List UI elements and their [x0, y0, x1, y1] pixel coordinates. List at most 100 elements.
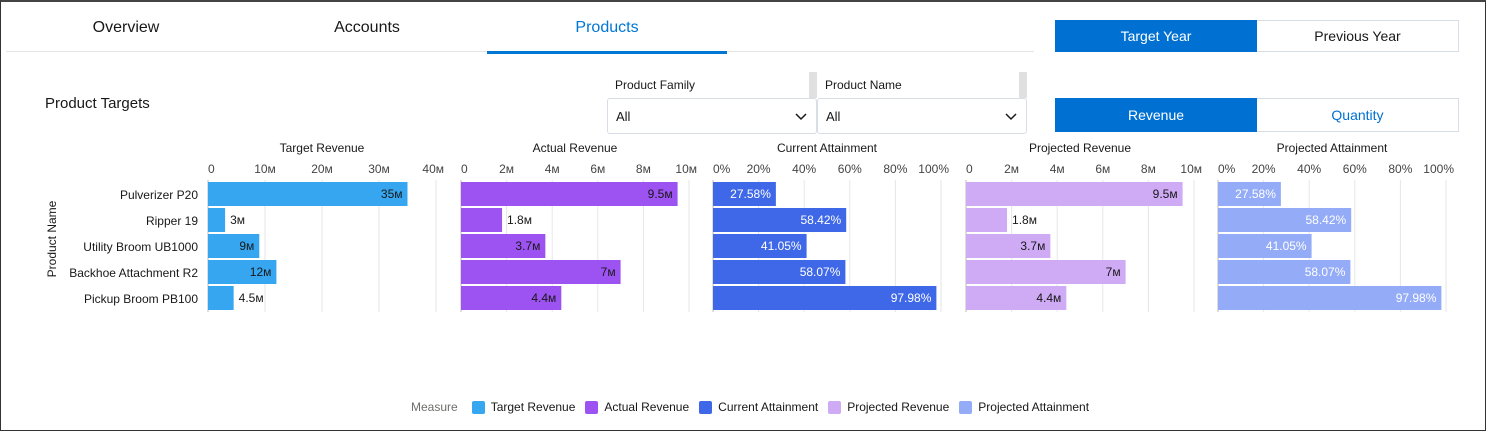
bar — [966, 260, 1126, 284]
panel-title: Projected Revenue — [1029, 141, 1131, 155]
x-tick-label: 10м — [1180, 162, 1202, 176]
data-label: 41.05% — [1266, 239, 1307, 253]
x-tick-label: 4м — [1050, 162, 1065, 176]
legend-title: Measure — [411, 400, 458, 414]
revenue-button[interactable]: Revenue — [1055, 98, 1257, 132]
legend-label: Target Revenue — [490, 400, 576, 414]
target-year-button[interactable]: Target Year — [1055, 20, 1257, 52]
bar — [713, 234, 807, 258]
x-tick-label: 80% — [883, 162, 907, 176]
data-label: 9м — [239, 239, 254, 253]
bar — [966, 208, 1008, 232]
x-tick-label: 0 — [208, 162, 215, 176]
legend-item-target-revenue[interactable]: Target Revenue — [471, 400, 576, 414]
chart-area: Product Name Pulverizer P20 Ripper 19 Utili… — [45, 141, 1454, 312]
data-label: 58.07% — [800, 265, 841, 279]
data-label: 4.4м — [1036, 291, 1061, 305]
legend-swatch — [699, 400, 713, 414]
bar — [461, 260, 621, 284]
category-label: Pulverizer P20 — [120, 188, 198, 202]
panel-title: Current Attainment — [777, 141, 878, 155]
x-tick-label: 80% — [1388, 162, 1412, 176]
category-label: Pickup Broom PB100 — [84, 292, 198, 306]
legend-item-projected-revenue[interactable]: Projected Revenue — [828, 400, 949, 414]
x-tick-label: 40м — [422, 162, 444, 176]
product-name-select[interactable]: All — [817, 98, 1027, 134]
bar — [208, 208, 226, 232]
legend-item-actual-revenue[interactable]: Actual Revenue — [585, 400, 689, 414]
x-tick-label: 10м — [675, 162, 697, 176]
tab-products-label: Products — [575, 19, 639, 36]
bar — [1218, 260, 1351, 284]
x-tick-label: 40% — [1297, 162, 1321, 176]
product-family-label: Product Family — [607, 72, 817, 98]
x-tick-label: 0 — [461, 162, 468, 176]
bar — [1218, 208, 1352, 232]
x-tick-label: 20% — [747, 162, 771, 176]
x-tick-label: 8м — [636, 162, 651, 176]
active-tab-indicator — [487, 51, 727, 54]
panel-title: Actual Revenue — [533, 141, 618, 155]
x-tick-label: 0 — [966, 162, 973, 176]
x-tick-label: 100% — [1423, 162, 1454, 176]
product-family-select[interactable]: All — [607, 98, 817, 134]
data-label: 12м — [250, 265, 272, 279]
bar — [966, 286, 1067, 310]
bar — [461, 182, 678, 206]
x-tick-label: 8м — [1141, 162, 1156, 176]
bar — [966, 234, 1051, 258]
resize-grip[interactable] — [809, 72, 817, 98]
tab-accounts[interactable]: Accounts — [247, 4, 487, 52]
quantity-button[interactable]: Quantity — [1257, 98, 1459, 132]
bar — [461, 286, 562, 310]
panel-title: Target Revenue — [280, 141, 365, 155]
bar — [208, 286, 234, 310]
x-tick-label: 30м — [368, 162, 390, 176]
legend-label: Projected Attainment — [978, 400, 1090, 414]
y-axis-title: Product Name — [45, 200, 59, 277]
category-label: Ripper 19 — [146, 214, 198, 228]
legend-item-current-attainment[interactable]: Current Attainment — [699, 400, 818, 414]
panel-title: Projected Attainment — [1277, 141, 1388, 155]
bar — [713, 208, 847, 232]
data-label: 7м — [1106, 265, 1121, 279]
data-label: 7м — [601, 265, 616, 279]
category-label: Utility Broom UB1000 — [83, 240, 198, 254]
bar — [713, 182, 776, 206]
data-label: 41.05% — [761, 239, 802, 253]
chevron-down-icon — [795, 113, 807, 121]
product-family-filter: Product Family All — [607, 72, 817, 134]
x-tick-label: 20% — [1252, 162, 1276, 176]
data-label: 27.58% — [1235, 187, 1276, 201]
x-tick-label: 60% — [1343, 162, 1367, 176]
resize-grip[interactable] — [1019, 72, 1027, 98]
x-tick-label: 10м — [254, 162, 276, 176]
data-label: 97.98% — [1396, 291, 1437, 305]
measure-toggle: Revenue Quantity — [1055, 98, 1459, 132]
bar — [208, 234, 260, 258]
data-label: 4.5м — [239, 291, 264, 305]
tab-products[interactable]: Products — [487, 4, 727, 54]
data-label: 4.4м — [531, 291, 556, 305]
legend-label: Current Attainment — [718, 400, 819, 414]
product-name-value: All — [826, 108, 841, 124]
legend-item-projected-attainment[interactable]: Projected Attainment — [959, 400, 1089, 414]
legend-label: Actual Revenue — [604, 400, 690, 414]
tab-overview[interactable]: Overview — [6, 4, 246, 52]
data-label: 3м — [230, 213, 245, 227]
bar — [713, 260, 846, 284]
bar — [208, 260, 277, 284]
bar — [1218, 234, 1312, 258]
previous-year-button[interactable]: Previous Year — [1257, 20, 1459, 52]
x-tick-label: 60% — [838, 162, 862, 176]
data-label: 9.5м — [648, 187, 673, 201]
x-tick-label: 20м — [311, 162, 333, 176]
legend-label: Projected Revenue — [847, 400, 950, 414]
x-tick-label: 0% — [1218, 162, 1236, 176]
bar — [461, 208, 503, 232]
x-tick-label: 0% — [713, 162, 731, 176]
data-label: 3.7м — [1020, 239, 1045, 253]
tab-overview-label: Overview — [92, 19, 160, 36]
product-name-label: Product Name — [817, 72, 1027, 98]
